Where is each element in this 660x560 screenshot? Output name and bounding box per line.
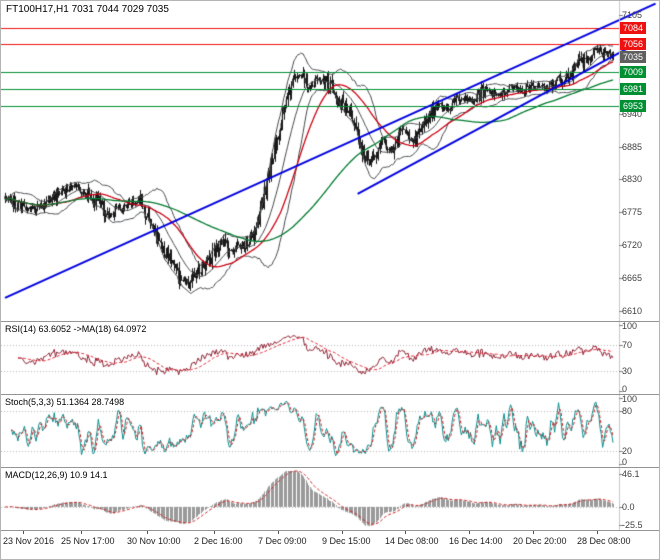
rsi-canvas[interactable] [1,322,659,394]
macd-canvas[interactable] [1,468,659,530]
time-axis-tick [147,531,148,534]
price-chart-canvas[interactable] [1,1,659,321]
rsi-panel[interactable]: RSI(14) 63.6052 ->MA(18) 64.0972 100 70 30… [1,321,659,394]
stochastic-panel[interactable]: Stoch(5,3,3) 51.1364 28.7498 100 80 20 0 [1,394,659,467]
time-axis-tick [405,531,406,534]
time-axis-label: 25 Nov 17:00 [61,536,115,546]
time-axis-label: 16 Dec 14:00 [449,536,503,546]
time-axis-label: 7 Dec 09:00 [258,536,307,546]
time-axis-label: 2 Dec 16:00 [194,536,243,546]
stochastic-canvas[interactable] [1,395,659,467]
time-axis-tick [81,531,82,534]
chart-title: FT100H17,H1 7031 7044 7029 7035 [6,4,169,15]
macd-label: MACD(12,26,9) 10.9 14.1 [5,470,108,480]
time-axis-tick [533,531,534,534]
time-axis-tick [278,531,279,534]
stochastic-label: Stoch(5,3,3) 51.1364 28.7498 [5,397,125,407]
time-axis-tick [597,531,598,534]
macd-panel[interactable]: MACD(12,26,9) 10.9 14.1 46.1 0.0 -25.5 [1,467,659,530]
price-chart-panel[interactable]: FT100H17,H1 7031 7044 7029 7035 7105 6940… [1,1,659,321]
time-axis-label: 20 Dec 20:00 [513,536,567,546]
time-axis-label: 14 Dec 08:00 [385,536,439,546]
time-axis-label: 28 Dec 08:00 [577,536,631,546]
time-axis-tick [214,531,215,534]
time-axis-label: 30 Nov 10:00 [127,536,181,546]
time-axis-tick [469,531,470,534]
time-axis-tick [23,531,24,534]
time-axis-label: 9 Dec 15:00 [322,536,371,546]
rsi-label: RSI(14) 63.6052 ->MA(18) 64.0972 [5,324,147,334]
time-axis: 23 Nov 2016 25 Nov 17:00 30 Nov 10:00 2 Dec… [1,530,659,559]
time-axis-label: 23 Nov 2016 [3,536,55,546]
time-axis-tick [342,531,343,534]
